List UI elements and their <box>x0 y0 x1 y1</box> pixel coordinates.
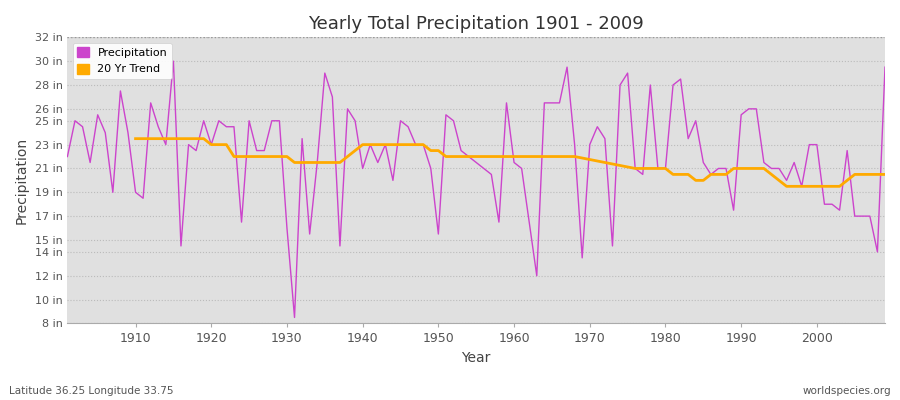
Y-axis label: Precipitation: Precipitation <box>15 137 29 224</box>
Title: Yearly Total Precipitation 1901 - 2009: Yearly Total Precipitation 1901 - 2009 <box>309 15 644 33</box>
Text: Latitude 36.25 Longitude 33.75: Latitude 36.25 Longitude 33.75 <box>9 386 174 396</box>
Text: worldspecies.org: worldspecies.org <box>803 386 891 396</box>
X-axis label: Year: Year <box>462 351 490 365</box>
Legend: Precipitation, 20 Yr Trend: Precipitation, 20 Yr Trend <box>73 43 172 79</box>
